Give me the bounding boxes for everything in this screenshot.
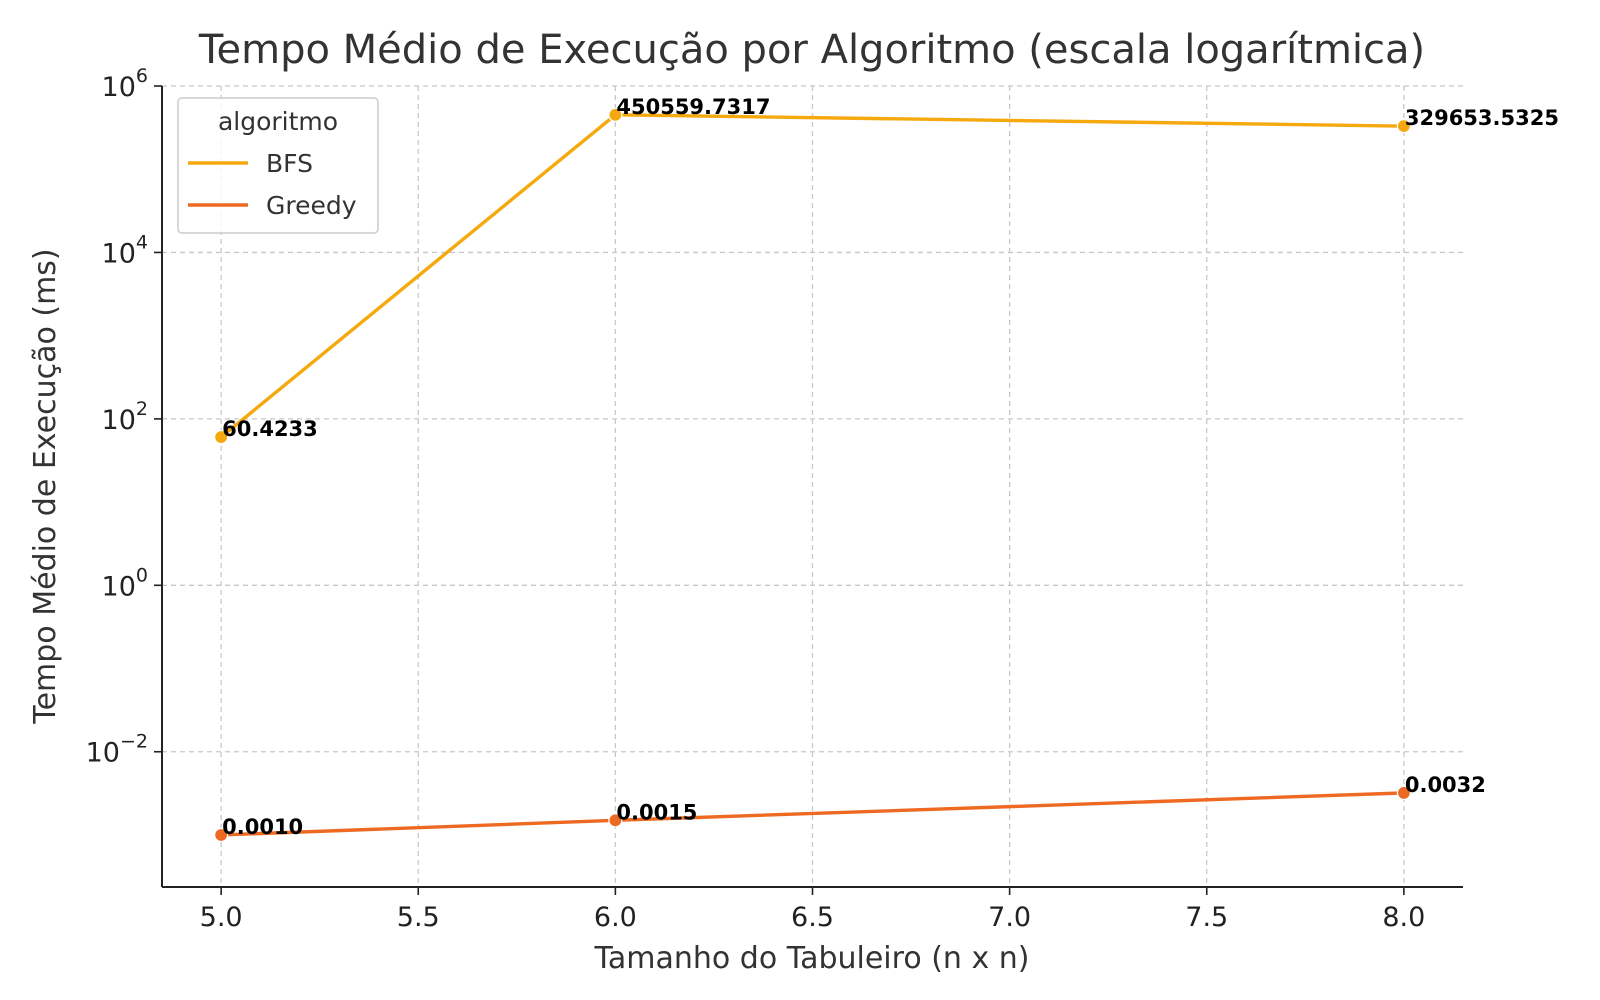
legend-title: algoritmo: [218, 107, 338, 136]
x-tick-label: 6.5: [791, 902, 834, 933]
y-tick-exponent: 0: [136, 564, 148, 586]
y-tick-base: 10: [102, 72, 136, 103]
y-tick-base: 10: [102, 405, 136, 436]
data-label-greedy: 0.0032: [1405, 773, 1486, 797]
data-point-bfs: [608, 107, 623, 122]
legend-label-bfs: BFS: [266, 149, 313, 178]
y-tick-exponent: −2: [120, 731, 148, 753]
y-tick-base: 10: [86, 738, 120, 769]
data-point-greedy: [1396, 785, 1411, 801]
data-point-greedy: [214, 827, 229, 843]
data-point-bfs: [1396, 119, 1411, 134]
data-label-bfs: 329653.5325: [1405, 106, 1559, 130]
y-tick-exponent: 4: [136, 231, 148, 253]
x-tick-label: 7.0: [988, 902, 1031, 933]
x-tick-label: 5.5: [397, 902, 440, 933]
series-bfs: 60.4233 450559.7317 329653.5325: [214, 95, 1559, 445]
series-greedy: 0.0010 0.0015 0.0032: [214, 773, 1486, 843]
y-tick-label: 100: [102, 564, 148, 602]
legend-label-greedy: Greedy: [266, 191, 357, 220]
legend-item-greedy: Greedy: [188, 191, 357, 220]
y-axis-label: Tempo Médio de Execução (ms): [28, 248, 63, 724]
data-point-bfs: [214, 429, 229, 445]
grid: [162, 85, 1463, 887]
y-tick-label: 106: [102, 65, 148, 103]
y-tick-label: 102: [102, 398, 148, 436]
y-tick-exponent: 6: [136, 65, 148, 87]
y-tick-label: 104: [102, 231, 148, 269]
data-label-bfs: 450559.7317: [616, 95, 770, 119]
chart-title: Tempo Médio de Execução por Algoritmo (e…: [198, 27, 1425, 73]
y-tick-exponent: 2: [136, 398, 148, 420]
data-label-greedy: 0.0015: [616, 800, 697, 824]
y-tick-base: 10: [102, 571, 136, 602]
y-tick-base: 10: [102, 238, 136, 269]
y-tick-label: 10−2: [86, 731, 148, 769]
legend: algoritmo BFS Greedy: [177, 97, 379, 234]
x-axis-label: Tamanho do Tabuleiro (n x n): [594, 941, 1030, 976]
data-label-bfs: 60.4233: [222, 417, 318, 441]
x-tick-label: 5.0: [200, 902, 243, 933]
x-tick-label: 8.0: [1382, 902, 1425, 933]
data-label-greedy: 0.0010: [222, 815, 303, 839]
legend-box: [177, 97, 379, 234]
legend-item-bfs: BFS: [188, 149, 313, 178]
x-tick-label: 6.0: [594, 902, 637, 933]
data-point-greedy: [608, 813, 623, 828]
x-tick-label: 7.5: [1185, 902, 1228, 933]
